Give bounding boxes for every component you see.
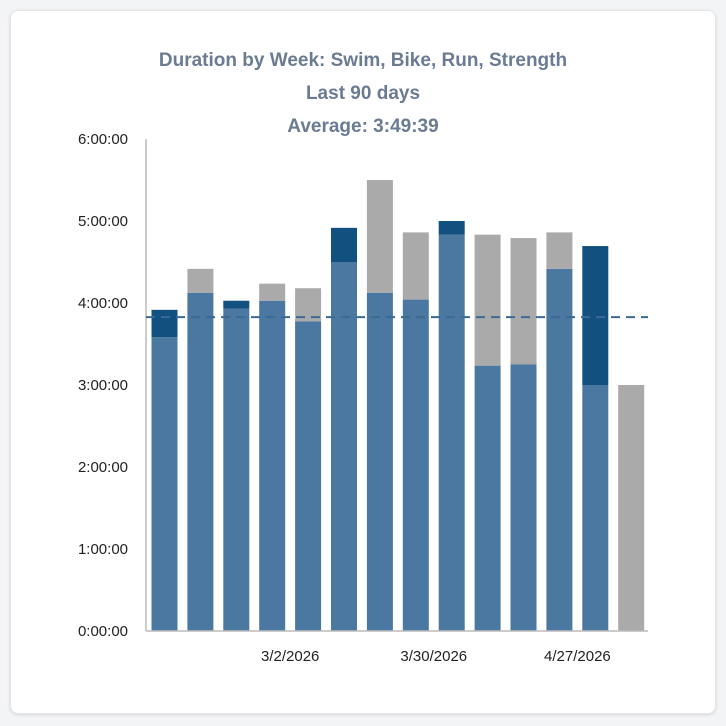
- bar-segment: [331, 227, 357, 262]
- bar-segment: [151, 337, 178, 631]
- x-tick-label: 4/27/2026: [544, 648, 611, 665]
- bar-segment: [331, 262, 357, 631]
- x-tick-label: 3/30/2026: [400, 648, 467, 665]
- bar-segment: [510, 238, 537, 365]
- chart-title: Duration by Week: Swim, Bike, Run, Stren…: [158, 50, 568, 71]
- bar-segment: [582, 385, 609, 631]
- chart-subtitle: Last 90 days: [305, 83, 421, 104]
- bar-segment: [366, 180, 393, 293]
- chart-average-label: Average: 3:49:39: [287, 116, 439, 137]
- y-tick-label: 0:00:00: [78, 623, 128, 640]
- bar-segment: [187, 268, 214, 293]
- y-tick-label: 5:00:00: [78, 213, 128, 230]
- bar-segment: [510, 364, 537, 631]
- y-tick-label: 3:00:00: [78, 377, 128, 394]
- y-tick-label: 1:00:00: [78, 541, 128, 558]
- bar-segment: [187, 292, 214, 631]
- bar-segment: [295, 288, 322, 322]
- bar-segment: [546, 268, 573, 631]
- bar-segment: [151, 309, 178, 338]
- bar-segment: [402, 232, 429, 300]
- bar-segment: [223, 308, 250, 631]
- bar-segment: [582, 246, 609, 385]
- y-tick-label: 4:00:00: [78, 295, 128, 312]
- bar-segment: [618, 385, 645, 631]
- chart-title-block: Duration by Week: Swim, Bike, Run, Stren…: [11, 44, 715, 143]
- bar-segment: [223, 300, 250, 309]
- bar-segment: [366, 292, 393, 631]
- y-tick-label: 2:00:00: [78, 459, 128, 476]
- bar-segment: [474, 234, 501, 366]
- x-tick-label: 3/2/2026: [261, 648, 319, 665]
- bar-segment: [259, 300, 286, 631]
- bar-segment: [402, 299, 429, 631]
- bar-segment: [295, 321, 322, 631]
- bar-segment: [438, 221, 465, 235]
- bar-segment: [474, 365, 501, 631]
- bar-segment: [546, 232, 573, 269]
- bar-segment: [438, 234, 465, 631]
- y-tick-label: 6:00:00: [78, 131, 128, 148]
- bar-segment: [259, 283, 286, 301]
